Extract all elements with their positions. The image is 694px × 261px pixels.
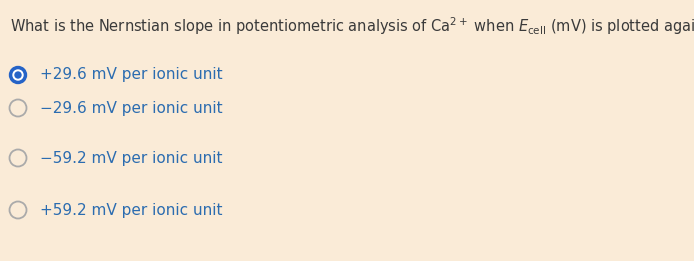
Circle shape — [10, 67, 26, 84]
Text: +59.2 mV per ionic unit: +59.2 mV per ionic unit — [40, 203, 223, 217]
Text: −29.6 mV per ionic unit: −29.6 mV per ionic unit — [40, 100, 223, 116]
Text: What is the Nernstian slope in potentiometric analysis of Ca$^{2+}$ when $E_{\ma: What is the Nernstian slope in potentiom… — [10, 15, 694, 37]
Circle shape — [13, 70, 23, 80]
Circle shape — [15, 72, 21, 78]
Text: +29.6 mV per ionic unit: +29.6 mV per ionic unit — [40, 68, 223, 82]
Text: −59.2 mV per ionic unit: −59.2 mV per ionic unit — [40, 151, 223, 165]
